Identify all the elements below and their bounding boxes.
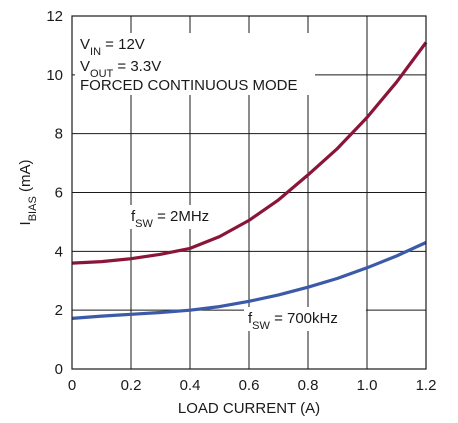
y-tick-label: 2: [55, 302, 63, 319]
series-label-2mhz-background: [127, 205, 223, 229]
series-label-2mhz: fSW = 2MHz: [131, 208, 209, 230]
condition-line: VOUT = 3.3V: [80, 58, 161, 80]
x-tick-label: 0.8: [298, 377, 319, 394]
x-tick-label: 0: [68, 377, 76, 394]
y-tick-label: 4: [55, 243, 63, 260]
conditions-background: [75, 33, 315, 95]
series-line-0: [71, 41, 428, 265]
series-group: [71, 41, 428, 320]
y-tick-label: 8: [55, 126, 63, 143]
plot-frame: [71, 15, 427, 370]
x-tick-label: 0.6: [239, 377, 260, 394]
series-line-1: [71, 241, 427, 320]
x-axis-title: LOAD CURRENT (A): [178, 400, 320, 417]
series-label-700khz-background: [244, 307, 366, 331]
y-tick-label: 12: [46, 8, 63, 25]
y-tick-label: 10: [46, 67, 63, 84]
x-tick-label: 0.2: [121, 377, 142, 394]
y-tick-label: 0: [55, 361, 63, 378]
y-tick-labels: 0 2 4 6 8 10 12: [46, 8, 63, 378]
series-label-700khz: fSW = 700kHz: [248, 310, 338, 332]
x-tick-label: 1.0: [357, 377, 378, 394]
y-tick-label: 6: [55, 185, 63, 202]
condition-line: FORCED CONTINUOUS MODE: [80, 77, 298, 94]
x-tick-label: 1.2: [416, 377, 437, 394]
x-tick-labels: 0 0.2 0.4 0.6 0.8 1.0 1.2: [68, 377, 437, 394]
x-tick-label: 0.4: [180, 377, 201, 394]
y-axis-title: IBIAS (mA): [17, 160, 39, 226]
condition-line: VIN = 12V: [80, 36, 145, 58]
